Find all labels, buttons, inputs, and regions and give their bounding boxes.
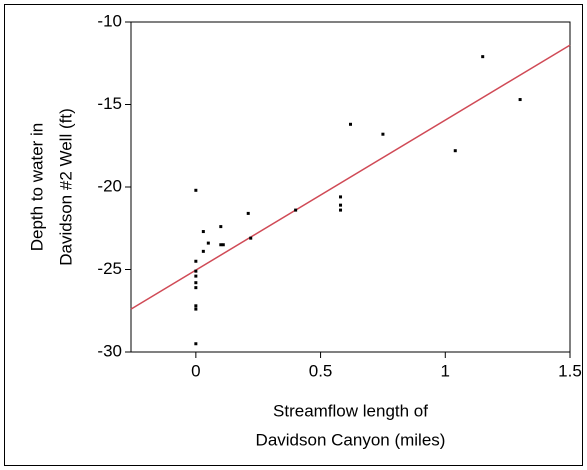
point — [194, 188, 198, 192]
y-tick-label: -10 — [97, 11, 122, 30]
point — [201, 249, 205, 253]
point — [249, 236, 253, 240]
point — [349, 122, 352, 126]
y-tick-label: -15 — [97, 94, 122, 113]
y-axis-label: Depth to water in — [27, 123, 46, 252]
point — [194, 286, 198, 290]
point — [206, 241, 210, 245]
y-axis-label: Davidson #2 Well (ft) — [56, 108, 75, 265]
x-tick-label: 1 — [441, 361, 450, 380]
point — [201, 230, 205, 234]
point — [294, 208, 298, 212]
point — [194, 307, 198, 311]
point — [219, 243, 223, 247]
point — [194, 269, 198, 273]
x-tick-label: 0.5 — [309, 361, 333, 380]
point — [194, 274, 198, 278]
fit-line — [130, 44, 571, 310]
point — [339, 195, 343, 199]
x-axis-label: Streamflow length of — [273, 401, 428, 420]
point — [194, 342, 198, 346]
point — [381, 132, 385, 136]
point — [194, 281, 198, 285]
x-axis-label: Davidson Canyon (miles) — [256, 430, 446, 449]
point — [219, 225, 223, 229]
outer-frame — [4, 4, 583, 466]
point — [339, 208, 343, 212]
y-tick-label: -25 — [97, 259, 122, 278]
point — [453, 149, 457, 153]
y-tick-label: -20 — [97, 176, 122, 195]
point — [246, 211, 250, 215]
point — [194, 259, 198, 263]
point — [194, 304, 198, 308]
point — [518, 98, 522, 102]
point — [221, 243, 225, 247]
x-tick-label: 0 — [191, 361, 200, 380]
y-tick-label: -30 — [97, 341, 122, 360]
point — [339, 203, 343, 207]
point — [481, 55, 485, 59]
x-tick-label: 1.5 — [558, 361, 582, 380]
